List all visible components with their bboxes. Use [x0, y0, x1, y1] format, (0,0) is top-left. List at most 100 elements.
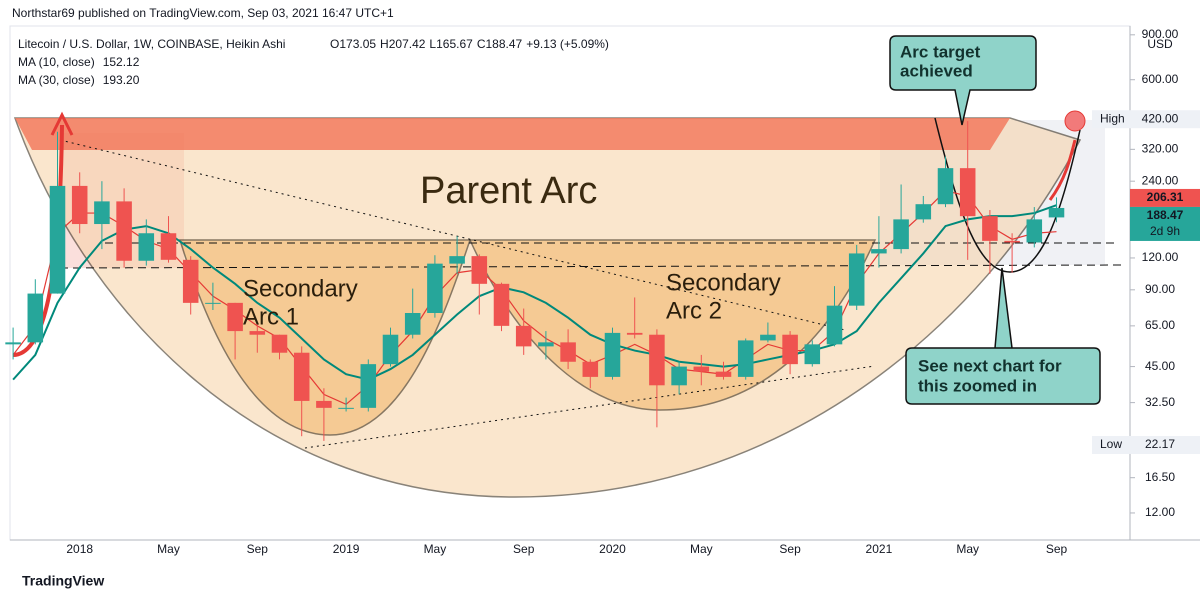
annotations: Parent Arc Secondary Arc 1 Secondary Arc…: [243, 35, 1101, 405]
candle-body: [982, 216, 998, 241]
candle-body: [5, 342, 21, 345]
candle-body: [959, 168, 976, 217]
candle-body: [94, 201, 110, 225]
x-tick-label: Sep: [779, 542, 801, 556]
target-marker: [1064, 110, 1086, 132]
x-tick-label: 2019: [333, 542, 360, 556]
candle-body: [560, 342, 576, 362]
x-tick-label: Sep: [247, 542, 269, 556]
candle-body: [449, 256, 465, 264]
candle-body: [271, 334, 288, 353]
annotation: this zoomed in: [918, 376, 1037, 395]
publisher: Northstar69 published on TradingView.com…: [12, 6, 394, 20]
y-tick-label: 320.00: [1142, 142, 1179, 156]
candle-body: [249, 331, 266, 335]
indicator-value: 152.12: [103, 55, 140, 69]
ohlc-value: 188.47: [485, 37, 522, 51]
candle-body: [937, 168, 954, 205]
arrow: [1048, 139, 1077, 201]
candle-body: [671, 366, 687, 386]
annotation: Secondary: [666, 269, 781, 296]
ohlc-key: H: [380, 37, 389, 51]
trend-line: [59, 139, 846, 331]
candle-body: [848, 253, 865, 306]
candle-body: [871, 249, 887, 254]
candle-body: [782, 334, 798, 365]
legend-backdrop: [14, 34, 634, 88]
candle-body: [404, 313, 421, 335]
candle-body: [715, 371, 732, 377]
y-tick-label: 600.00: [1142, 72, 1179, 86]
y-tick-label: 16.50: [1145, 470, 1175, 484]
candle-body: [49, 185, 66, 294]
y-tick-label: 12.00: [1145, 505, 1175, 519]
candle-body: [515, 325, 532, 347]
last-price-box: [1130, 206, 1200, 241]
ma-price-box: [1130, 188, 1200, 207]
candle-body: [160, 233, 177, 260]
candle-body: [382, 334, 399, 365]
ma-price: 206.31: [1147, 190, 1184, 204]
last-price: 188.47: [1147, 208, 1184, 222]
target-arc: [934, 117, 1081, 273]
brand: TradingView: [22, 573, 104, 589]
candle-body: [138, 233, 155, 261]
candle-body: [427, 263, 443, 314]
callout: [889, 35, 1037, 126]
annotation: Parent Arc: [420, 170, 597, 212]
low-box: [1092, 435, 1200, 454]
candle-body: [915, 204, 932, 220]
annotation: achieved: [900, 61, 973, 80]
candle-body: [893, 219, 909, 250]
y-tick-label: 65.00: [1145, 318, 1175, 332]
annotation: See next chart for: [918, 356, 1062, 375]
parent-rim: [15, 118, 1010, 150]
currency: USD: [1147, 37, 1173, 51]
candle-body: [826, 305, 843, 345]
y-tick-label: 90.00: [1145, 282, 1175, 296]
candle-body: [493, 283, 510, 326]
candle-body: [1048, 207, 1065, 218]
candle-body: [182, 259, 199, 303]
x-tick-label: May: [690, 542, 713, 556]
candle-body: [1026, 219, 1043, 243]
candle-body: [582, 361, 599, 377]
ohlc-key: O: [330, 37, 339, 51]
ohlc-value: 207.42: [389, 37, 426, 51]
candle-body: [471, 256, 488, 284]
countdown: 2d 9h: [1150, 224, 1180, 238]
candle-body: [116, 201, 132, 261]
high-value: 420.00: [1142, 111, 1179, 125]
symbol-title: Litecoin / U.S. Dollar, 1W, COINBASE, He…: [18, 37, 285, 51]
candle-body: [760, 334, 776, 341]
x-tick-label: May: [956, 542, 979, 556]
candle-body: [804, 344, 821, 365]
y-tick-label: 900.00: [1142, 27, 1179, 41]
candle-body: [338, 407, 354, 409]
low-name: Low: [1100, 437, 1122, 451]
y-tick-label: 240.00: [1142, 173, 1179, 187]
candle-body: [1004, 240, 1020, 243]
candle-body: [27, 293, 44, 343]
ohlc-legend: O 173.05 H 207.42 L 165.67 C 188.47 +9.13 (+5.09…: [18, 37, 609, 87]
x-tick-label: 2021: [866, 542, 893, 556]
candle-body: [227, 302, 243, 332]
x-tick-label: May: [424, 542, 447, 556]
ohlc-key: L: [429, 37, 436, 51]
callout: [905, 267, 1101, 405]
indicator-value: 193.20: [103, 73, 140, 87]
candle-body: [737, 340, 754, 377]
candle-body: [604, 332, 621, 377]
secondary-arc-1: [178, 239, 472, 436]
y-tick-label: 120.00: [1142, 250, 1179, 264]
candle-body: [316, 400, 332, 408]
indicator-name: MA (10, close): [18, 55, 95, 69]
ohlc-value: 165.67: [436, 37, 473, 51]
annotation: Arc 1: [243, 303, 299, 330]
change: +9.13 (+5.09%): [526, 37, 609, 51]
high-box: [1092, 110, 1200, 129]
support-line: [59, 264, 1126, 269]
x-tick-label: 2020: [599, 542, 626, 556]
ohlc-key: C: [477, 37, 486, 51]
x-tick-label: May: [157, 542, 180, 556]
